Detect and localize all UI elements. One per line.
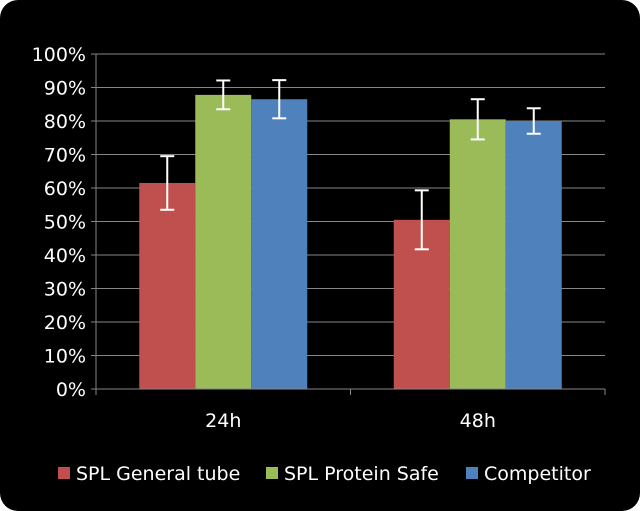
- legend-swatch: [266, 467, 278, 479]
- legend-swatch: [466, 467, 478, 479]
- error-bars: [160, 79, 541, 251]
- y-tick-label: 70%: [44, 145, 86, 167]
- legend: SPL General tube SPL Protein Safe Competit…: [58, 463, 591, 485]
- bar-spl-protein-safe-48h: [449, 119, 506, 389]
- bar-spl-protein-safe-24h: [195, 94, 252, 390]
- x-axis-ticks: 24h 48h: [95, 389, 606, 432]
- bars: [139, 94, 562, 390]
- x-tick-label: 24h: [205, 410, 241, 432]
- y-tick-label: 10%: [44, 346, 86, 368]
- y-axis-ticks: 0% 10% 20% 30% 40% 50% 60% 70% 80% 90% 100%: [32, 44, 96, 401]
- bar-competitor-48h: [505, 121, 562, 389]
- legend-swatch: [58, 467, 70, 479]
- y-tick-label: 30%: [44, 279, 86, 301]
- y-tick-label: 40%: [44, 245, 86, 267]
- y-tick-label: 100%: [32, 44, 86, 66]
- bar-spl-general-tube-24h: [139, 182, 196, 389]
- y-tick-label: 90%: [44, 78, 86, 100]
- legend-label: SPL Protein Safe: [284, 463, 439, 485]
- y-tick-label: 50%: [44, 212, 86, 234]
- legend-label: SPL General tube: [76, 463, 240, 485]
- x-tick-label: 48h: [460, 410, 496, 432]
- bar-competitor-24h: [251, 99, 308, 389]
- y-tick-label: 20%: [44, 312, 86, 334]
- y-tick-label: 0%: [56, 379, 86, 401]
- y-tick-label: 80%: [44, 111, 86, 133]
- legend-label: Competitor: [484, 463, 591, 485]
- y-tick-label: 60%: [44, 178, 86, 200]
